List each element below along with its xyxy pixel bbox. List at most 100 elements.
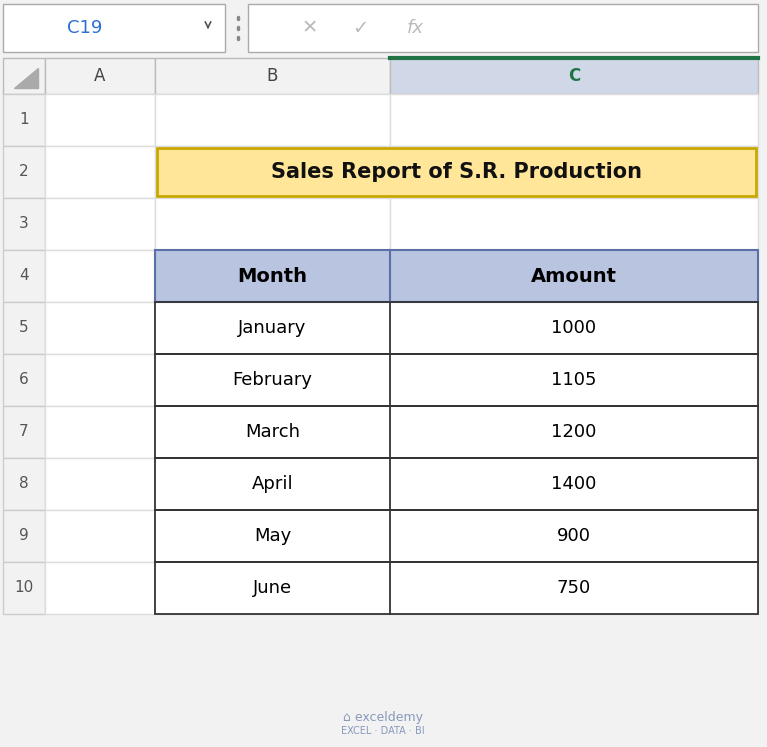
Bar	[3, 302, 45, 354]
Bar	[155, 146, 390, 198]
Bar	[45, 198, 155, 250]
Bar	[390, 562, 758, 614]
Bar	[3, 562, 45, 614]
Text: 1200: 1200	[551, 423, 597, 441]
Text: 10: 10	[15, 580, 34, 595]
Text: February: February	[232, 371, 312, 389]
Bar	[390, 146, 758, 198]
Bar	[157, 148, 756, 196]
Text: Month: Month	[238, 267, 308, 285]
Bar	[155, 354, 390, 406]
Bar	[155, 562, 758, 614]
Text: March: March	[245, 423, 300, 441]
Bar	[390, 198, 758, 250]
Text: 4: 4	[19, 268, 29, 284]
Text: May: May	[254, 527, 291, 545]
Bar	[155, 510, 758, 562]
Bar	[155, 302, 390, 354]
Bar	[155, 250, 390, 302]
Text: 900: 900	[557, 527, 591, 545]
Bar	[390, 354, 758, 406]
Bar	[45, 302, 155, 354]
Bar	[390, 510, 758, 562]
Bar	[45, 146, 155, 198]
Text: C: C	[568, 67, 580, 85]
Text: 2: 2	[19, 164, 29, 179]
Bar	[3, 250, 45, 302]
Bar	[3, 510, 45, 562]
Bar	[45, 510, 155, 562]
Bar	[155, 198, 390, 250]
Bar	[155, 562, 390, 614]
Bar	[155, 354, 390, 406]
Bar	[155, 510, 390, 562]
Bar	[155, 354, 758, 406]
Bar	[155, 302, 758, 354]
Text: 3: 3	[19, 217, 29, 232]
Bar	[155, 458, 390, 510]
Text: ⌂ exceldemy: ⌂ exceldemy	[343, 711, 423, 725]
Text: 9: 9	[19, 528, 29, 544]
Bar	[155, 250, 758, 302]
Bar	[390, 250, 758, 302]
Bar	[3, 4, 225, 52]
Text: 8: 8	[19, 477, 29, 492]
Bar	[390, 250, 758, 302]
Bar	[3, 94, 45, 146]
Bar	[390, 562, 758, 614]
Bar	[248, 4, 758, 52]
Text: January: January	[239, 319, 307, 337]
Text: 1105: 1105	[551, 371, 597, 389]
Bar	[3, 198, 45, 250]
Bar	[3, 458, 45, 510]
Bar	[390, 510, 758, 562]
Text: June: June	[253, 579, 292, 597]
Text: 1400: 1400	[551, 475, 597, 493]
Bar	[155, 458, 758, 510]
Text: EXCEL · DATA · BI: EXCEL · DATA · BI	[341, 726, 425, 736]
Bar	[390, 302, 758, 354]
Text: Sales Report of S.R. Production: Sales Report of S.R. Production	[271, 162, 642, 182]
Bar	[45, 250, 155, 302]
Bar	[390, 94, 758, 146]
Bar	[45, 458, 155, 510]
Bar	[155, 58, 390, 94]
Text: Amount: Amount	[531, 267, 617, 285]
Bar	[155, 510, 390, 562]
Bar	[155, 94, 390, 146]
Bar	[155, 250, 390, 302]
Bar	[390, 406, 758, 458]
Bar	[3, 406, 45, 458]
Bar	[390, 302, 758, 354]
Bar	[157, 148, 756, 196]
Polygon shape	[14, 68, 38, 88]
Text: April: April	[252, 475, 293, 493]
Text: 6: 6	[19, 373, 29, 388]
Bar	[45, 94, 155, 146]
Bar	[390, 458, 758, 510]
Bar	[155, 406, 390, 458]
Bar	[155, 406, 758, 458]
Text: ✕: ✕	[301, 19, 318, 37]
Bar	[155, 406, 390, 458]
Text: 1: 1	[19, 113, 29, 128]
Text: 1000: 1000	[551, 319, 597, 337]
Bar	[3, 354, 45, 406]
Bar	[390, 458, 758, 510]
Bar	[390, 354, 758, 406]
Bar	[3, 58, 45, 94]
Text: ✓: ✓	[352, 19, 368, 37]
Bar	[155, 302, 390, 354]
Text: C19: C19	[67, 19, 103, 37]
Text: 5: 5	[19, 320, 29, 335]
Text: 7: 7	[19, 424, 29, 439]
Bar	[45, 354, 155, 406]
Text: B: B	[266, 67, 278, 85]
Text: 750: 750	[557, 579, 591, 597]
Bar	[155, 562, 390, 614]
Text: fx: fx	[407, 19, 423, 37]
Bar	[45, 562, 155, 614]
Bar	[390, 406, 758, 458]
Text: A: A	[94, 67, 106, 85]
Bar	[3, 146, 45, 198]
